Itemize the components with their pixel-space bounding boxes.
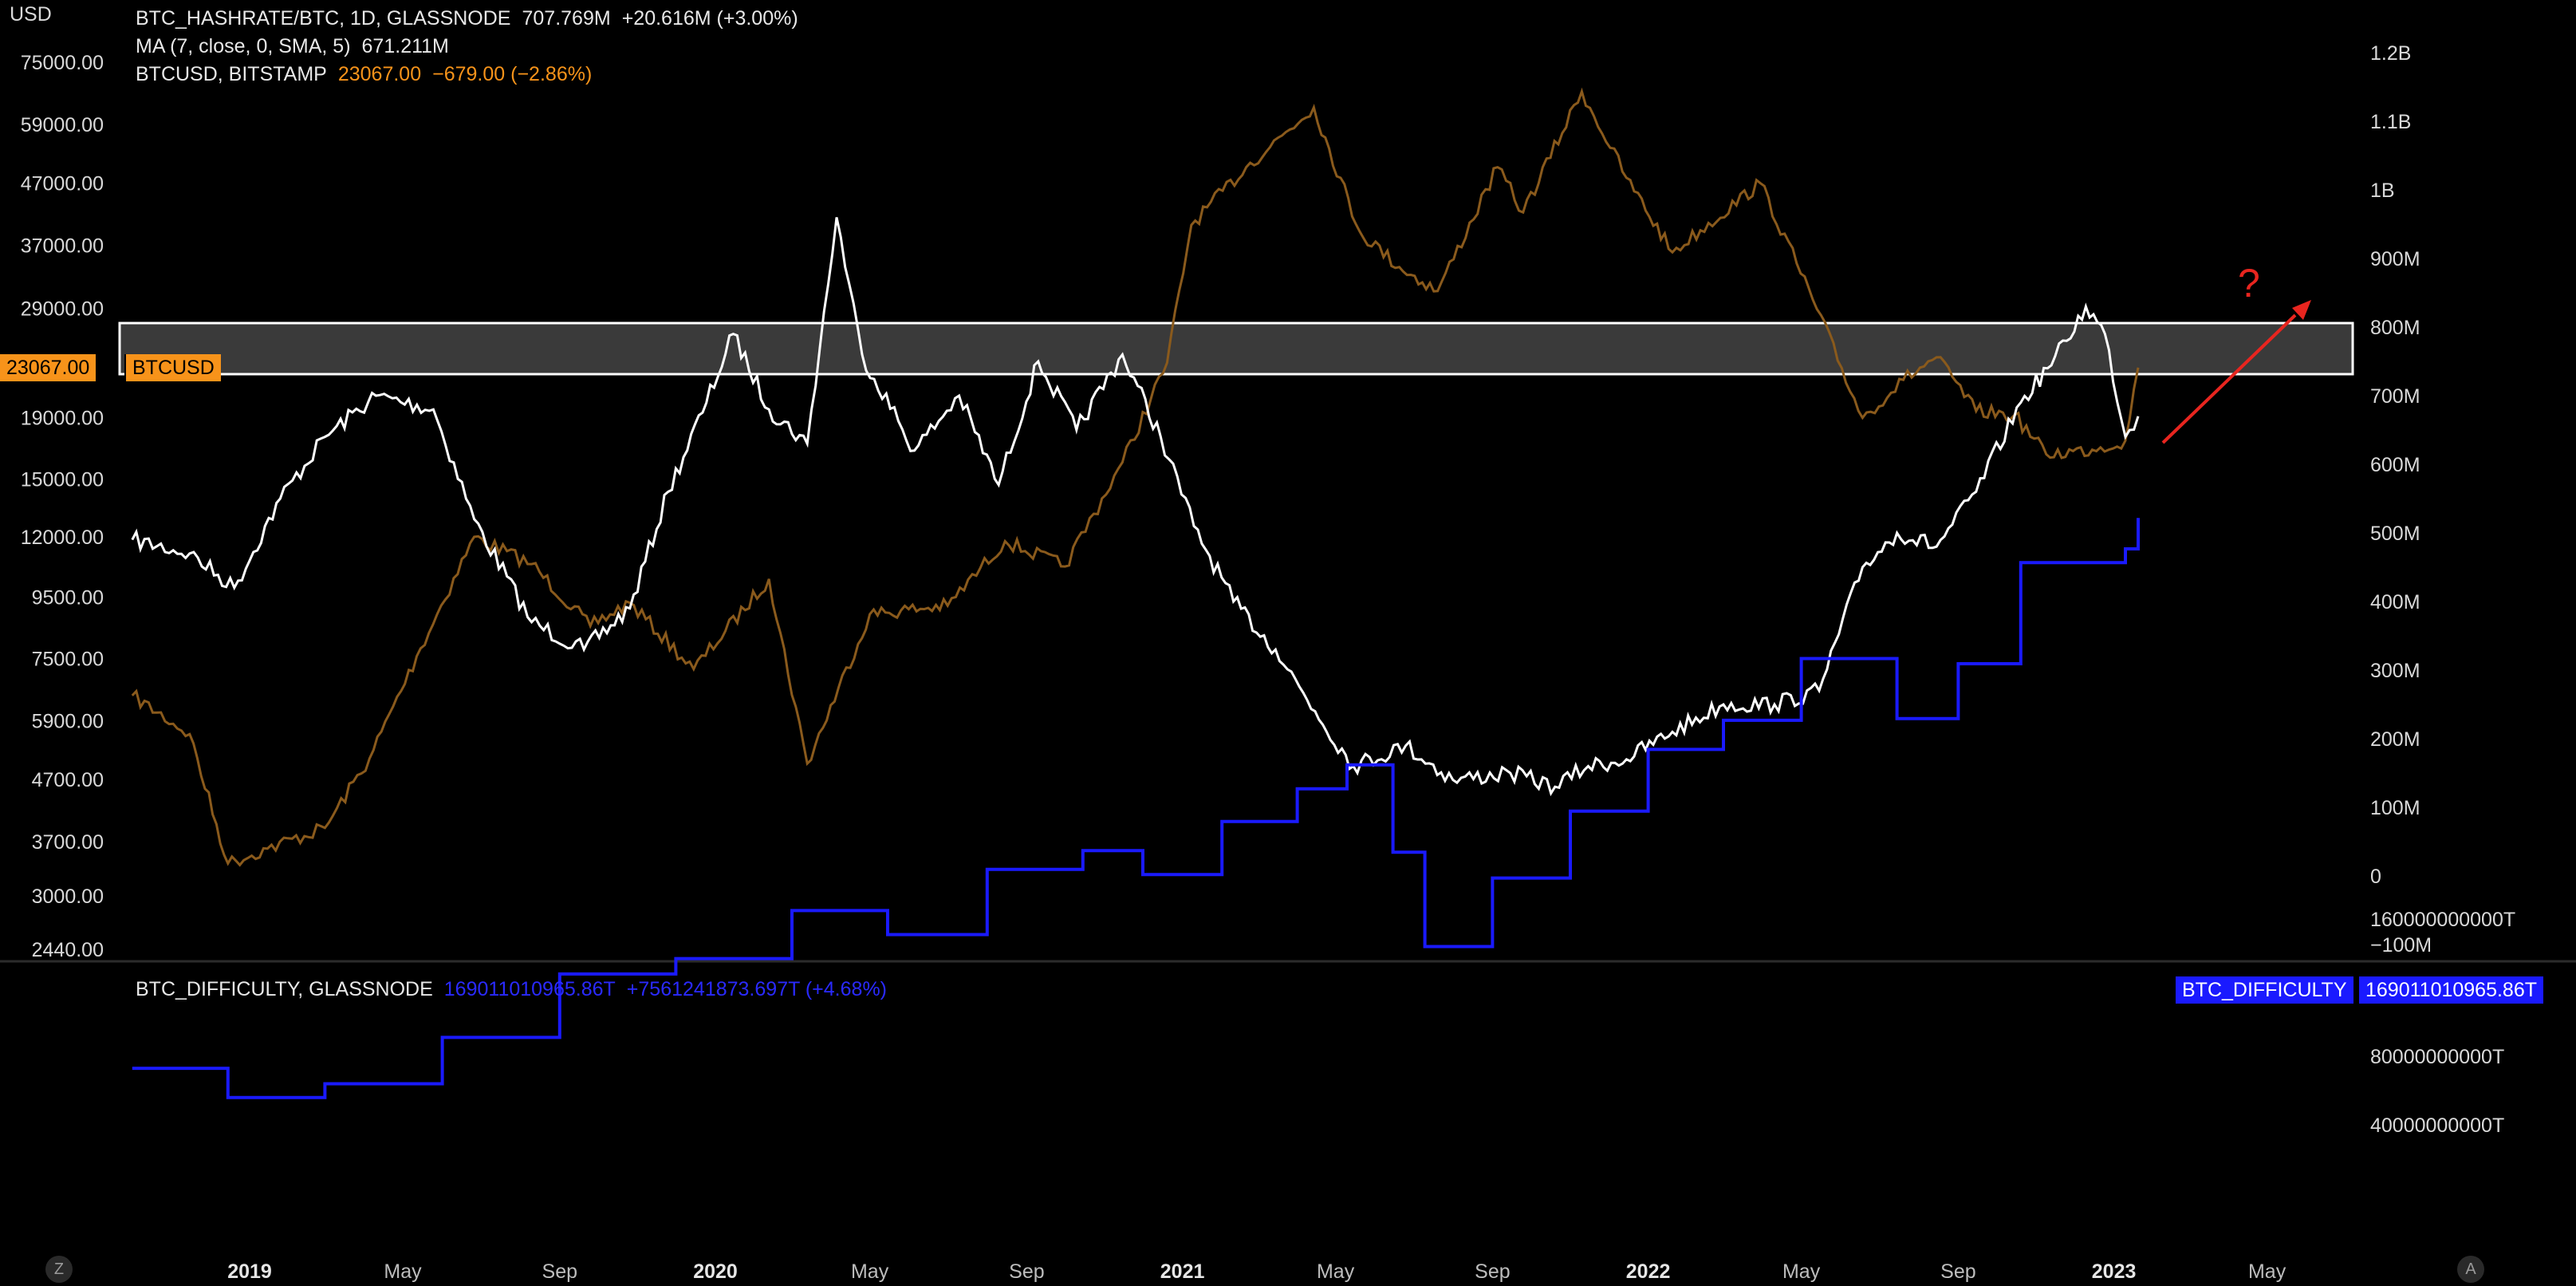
right-axis-tick-label: 800M: [2370, 317, 2420, 339]
trend-arrow-line[interactable]: [2161, 314, 2297, 444]
legend-difficulty-name: BTC_DIFFICULTY, GLASSNODE: [136, 978, 433, 1000]
left-axis-tick-label: 19000.00: [21, 408, 104, 430]
left-axis-tick-label: 4700.00: [32, 769, 104, 791]
resistance-zone[interactable]: [118, 322, 2354, 376]
right-axis-tick-label: 700M: [2370, 385, 2420, 408]
time-axis-label: 2023: [2092, 1260, 2137, 1283]
hashrate-series-line: [131, 217, 2140, 797]
time-axis-label: May: [1317, 1260, 1355, 1283]
top-legend: BTC_HASHRATE/BTC, 1D, GLASSNODE 707.769M +…: [136, 5, 809, 89]
right-axis-tick-label: 1B: [2370, 179, 2395, 202]
right-axis-tick-label: 1.2B: [2370, 42, 2411, 65]
legend-ma-value: 671.211M: [361, 35, 449, 57]
time-axis-label: May: [1782, 1260, 1821, 1283]
auto-scale-button[interactable]: A: [2457, 1256, 2484, 1283]
trend-arrow-head: [2292, 300, 2311, 320]
difficulty-value-flag[interactable]: 169011010965.86T: [2359, 976, 2544, 1004]
legend-ma-name: MA (7, close, 0, SMA, 5): [136, 35, 351, 57]
right-axis-tick-label: 200M: [2370, 728, 2420, 751]
time-axis-label: Sep: [1475, 1260, 1510, 1283]
legend-row-btcusd[interactable]: BTCUSD, BITSTAMP 23067.00 −679.00 (−2.86%): [136, 61, 809, 89]
right-axis-tick-label: 100M: [2370, 797, 2420, 819]
legend-difficulty-value: 169011010965.86T: [443, 978, 616, 1000]
left-axis-tick-label: 3700.00: [32, 831, 104, 854]
right-axis-tick-label: 300M: [2370, 660, 2420, 682]
left-axis-tick-label: 47000.00: [21, 173, 104, 195]
btcusd-price-flag[interactable]: 23067.00: [0, 354, 97, 381]
difficulty-value-flag-value: 169011010965.86T: [2365, 979, 2538, 1001]
legend-btcusd-value: 23067.00: [337, 63, 422, 85]
left-axis-tick-label: 37000.00: [21, 235, 104, 257]
difficulty-series-line: [132, 518, 2140, 1099]
left-axis-tick-label: 29000.00: [21, 298, 104, 320]
right-axis-tick-label: 400M: [2370, 591, 2420, 613]
difficulty-axis-tick-label: 160000000000T: [2370, 909, 2515, 931]
time-axis-label: 2020: [693, 1260, 738, 1283]
legend-row-ma[interactable]: MA (7, close, 0, SMA, 5) 671.211M: [136, 33, 809, 61]
left-axis-tick-label: 9500.00: [32, 587, 104, 609]
btcusd-series-line: [131, 87, 2140, 867]
time-axis-label: 2022: [1626, 1260, 1671, 1283]
difficulty-axis-tick-label: 80000000000T: [2370, 1046, 2504, 1068]
legend-hashrate-value: 707.769M: [522, 7, 611, 30]
btcusd-price-flag-value: 23067.00: [6, 357, 90, 379]
zoom-button[interactable]: Z: [45, 1256, 73, 1283]
left-axis-tick-label: 15000.00: [21, 468, 104, 491]
legend-btcusd-change: −679.00 (−2.86%): [432, 63, 593, 85]
right-axis-tick-label: 0: [2370, 866, 2381, 888]
left-axis-tick-label: 12000.00: [21, 527, 104, 549]
annotation-question-mark[interactable]: ?: [2238, 261, 2260, 306]
time-axis-label: May: [2248, 1260, 2286, 1283]
left-axis-tick-label: 75000.00: [21, 52, 104, 74]
btcusd-series-flag[interactable]: BTCUSD: [124, 354, 221, 381]
right-axis-tick-label: −100M: [2370, 934, 2432, 957]
difficulty-series-flag-label: BTC_DIFFICULTY: [2182, 979, 2347, 1001]
left-axis-tick-label: 3000.00: [32, 886, 104, 908]
legend-hashrate-change: +20.616M (+3.00%): [621, 7, 798, 30]
legend-hashrate-name: BTC_HASHRATE/BTC, 1D, GLASSNODE: [136, 7, 511, 30]
currency-label: USD: [10, 3, 52, 26]
time-axis-label: 2021: [1160, 1260, 1205, 1283]
left-axis-tick-label: 2440.00: [32, 939, 104, 961]
legend-row-hashrate[interactable]: BTC_HASHRATE/BTC, 1D, GLASSNODE 707.769M +…: [136, 5, 809, 33]
time-axis-label: Sep: [1940, 1260, 1975, 1283]
time-axis-label: Sep: [1009, 1260, 1044, 1283]
legend-btcusd-name: BTCUSD, BITSTAMP: [136, 63, 327, 85]
btcusd-series-flag-label: BTCUSD: [132, 357, 215, 379]
difficulty-axis-tick-label: 40000000000T: [2370, 1114, 2504, 1137]
right-axis-tick-label: 1.1B: [2370, 111, 2411, 133]
time-axis-label: May: [384, 1260, 422, 1283]
right-axis-tick-label: 600M: [2370, 454, 2420, 476]
time-axis-label: May: [851, 1260, 889, 1283]
right-axis-tick-label: 500M: [2370, 523, 2420, 545]
right-axis-tick-label: 900M: [2370, 248, 2420, 270]
bottom-legend[interactable]: BTC_DIFFICULTY, GLASSNODE 169011010965.86…: [136, 976, 898, 1004]
left-axis-tick-label: 7500.00: [32, 648, 104, 670]
difficulty-series-flag[interactable]: BTC_DIFFICULTY: [2176, 976, 2353, 1004]
legend-difficulty-change: +7561241873.697T (+4.68%): [626, 978, 887, 1000]
time-axis-label: Sep: [542, 1260, 577, 1283]
left-axis-tick-label: 5900.00: [32, 710, 104, 732]
time-axis-label: 2019: [227, 1260, 272, 1283]
left-axis-tick-label: 59000.00: [21, 114, 104, 136]
